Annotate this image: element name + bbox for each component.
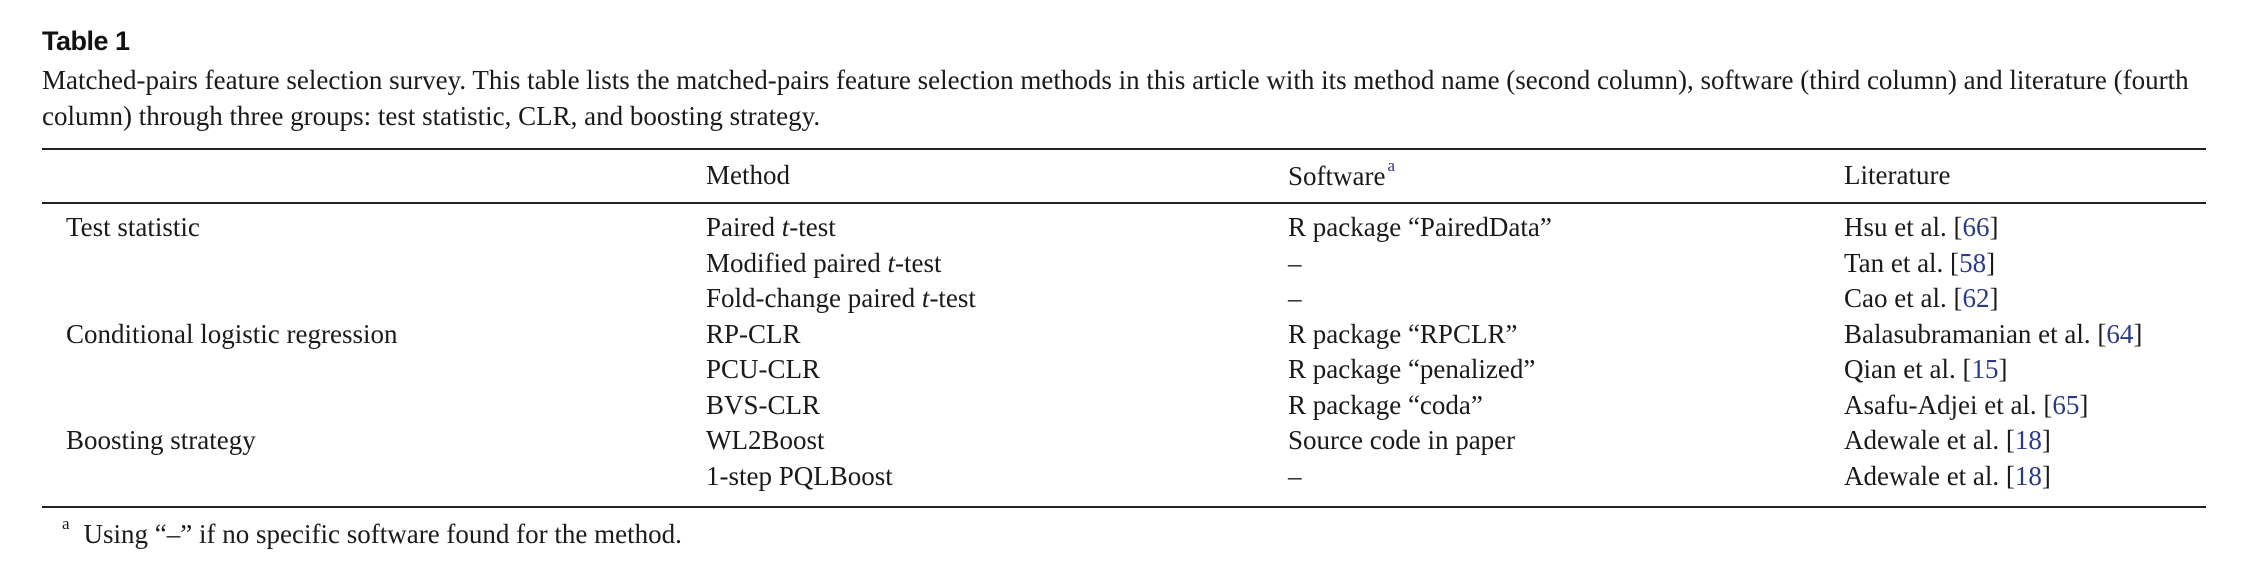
literature-bracket: ] — [1986, 248, 1996, 278]
literature-text: Asafu-Adjei et al. [ — [1844, 390, 2053, 420]
citation-link[interactable]: 15 — [1971, 354, 1999, 384]
citation-link[interactable]: 58 — [1959, 248, 1987, 278]
row-software: R package “penalized” — [1288, 354, 1536, 384]
method-italic: t — [781, 212, 790, 242]
table-header-rule — [42, 202, 2206, 204]
citation-link[interactable]: 18 — [2014, 425, 2042, 455]
literature-bracket: ] — [2079, 390, 2089, 420]
method-text: Modified paired — [706, 248, 888, 278]
method-text: BVS-CLR — [706, 390, 821, 420]
footnote-marker-link[interactable]: a — [1387, 156, 1396, 175]
row-literature: Cao et al. [62] — [1844, 283, 1998, 314]
citation-link[interactable]: 64 — [2106, 319, 2134, 349]
row-software: Source code in paper — [1288, 425, 1516, 455]
row-software: R package “PairedData” — [1288, 212, 1552, 242]
row-method: Fold-change paired t-test — [706, 283, 976, 314]
row-literature: Adewale et al. [18] — [1844, 425, 2051, 456]
literature-bracket: ] — [2133, 319, 2143, 349]
row-group-label: Test statistic — [66, 212, 200, 242]
method-text: RP-CLR — [706, 319, 801, 349]
row-software: R package “coda” — [1288, 390, 1483, 420]
literature-bracket: ] — [1989, 212, 1999, 242]
literature-text: Balasubramanian et al. [ — [1844, 319, 2107, 349]
header-software: Software a — [1288, 156, 1395, 192]
method-text: 1-step PQLBoost — [706, 461, 893, 491]
method-italic: t — [887, 248, 895, 278]
table-bottom-rule — [42, 506, 2206, 508]
row-group-label: Boosting strategy — [66, 425, 256, 455]
literature-bracket: ] — [1998, 354, 2008, 384]
citation-link[interactable]: 18 — [2014, 461, 2042, 491]
header-method: Method — [706, 160, 790, 190]
row-group-label: Conditional logistic regression — [66, 319, 398, 349]
row-software: – — [1288, 461, 1302, 491]
literature-bracket: ] — [2041, 425, 2051, 455]
row-literature: Adewale et al. [18] — [1844, 461, 2051, 492]
table-top-rule — [42, 148, 2206, 150]
row-method: RP-CLR — [706, 319, 801, 350]
row-method: PCU-CLR — [706, 354, 820, 385]
row-literature: Tan et al. [58] — [1844, 248, 1995, 279]
row-literature: Hsu et al. [66] — [1844, 212, 1998, 243]
method-text: Paired — [706, 212, 782, 242]
method-italic: t — [921, 283, 930, 313]
method-suffix: -test — [929, 283, 976, 313]
literature-bracket: ] — [2041, 461, 2051, 491]
literature-text: Adewale et al. [ — [1844, 425, 2015, 455]
row-literature: Asafu-Adjei et al. [65] — [1844, 390, 2088, 421]
header-literature: Literature — [1844, 160, 1951, 190]
method-suffix: -test — [789, 212, 836, 242]
literature-text: Hsu et al. [ — [1844, 212, 1963, 242]
row-method: Modified paired t-test — [706, 248, 941, 279]
row-method: 1-step PQLBoost — [706, 461, 893, 492]
row-software: – — [1288, 248, 1302, 278]
row-software: R package “RPCLR” — [1288, 319, 1518, 349]
literature-text: Adewale et al. [ — [1844, 461, 2015, 491]
table-caption: Matched-pairs feature selection survey. … — [42, 65, 2189, 131]
table-title: Table 1 — [42, 26, 130, 56]
citation-link[interactable]: 66 — [1962, 212, 1990, 242]
literature-bracket: ] — [1989, 283, 1999, 313]
method-text: WL2Boost — [706, 425, 825, 455]
literature-text: Cao et al. [ — [1844, 283, 1963, 313]
method-text: Fold-change paired — [706, 283, 922, 313]
row-method: Paired t-test — [706, 212, 836, 243]
row-method: WL2Boost — [706, 425, 825, 456]
header-software-label: Software — [1288, 161, 1386, 191]
table-footnote: a Using “–” if no specific software found… — [62, 514, 682, 550]
citation-link[interactable]: 62 — [1962, 283, 1990, 313]
row-literature: Balasubramanian et al. [64] — [1844, 319, 2142, 350]
row-literature: Qian et al. [15] — [1844, 354, 2007, 385]
footnote-text: Using “–” if no specific software found … — [83, 519, 682, 549]
literature-text: Qian et al. [ — [1844, 354, 1972, 384]
method-suffix: -test — [894, 248, 942, 278]
row-software: – — [1288, 283, 1302, 313]
method-text: PCU-CLR — [706, 354, 821, 384]
footnote-mark: a — [62, 514, 70, 533]
citation-link[interactable]: 65 — [2052, 390, 2080, 420]
literature-text: Tan et al. [ — [1844, 248, 1960, 278]
row-method: BVS-CLR — [706, 390, 820, 421]
